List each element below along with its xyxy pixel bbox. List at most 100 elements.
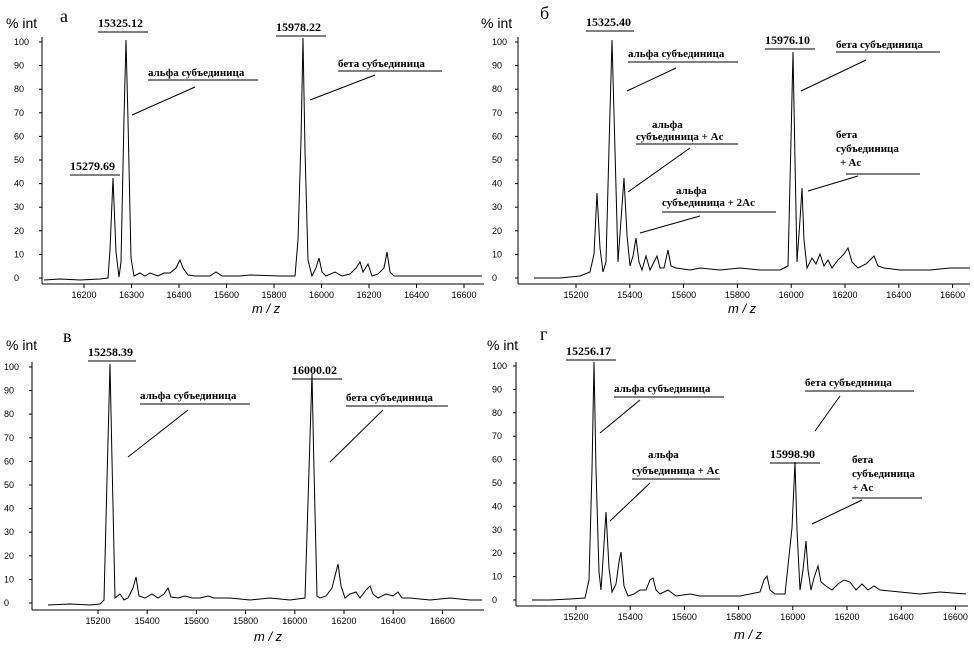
x-tick-label: 16200 [832,290,857,300]
panel-b-x-title: m / z [728,301,757,316]
panel-a-y-unit: % int [6,15,37,31]
panel-a-x-title: m / z [252,301,281,316]
x-tick-label: 16400 [886,290,911,300]
y-tick-label: 50 [4,480,14,490]
peak-label: 15279.69 [70,159,115,173]
y-tick-label: 10 [492,572,502,582]
panel-v-y-unit: % int [6,337,37,353]
panel-b-y-ticks: 0 10 20 30 40 50 60 70 80 90 100 [492,37,518,283]
y-tick-label: 60 [492,131,502,141]
x-tick-label: 15400 [618,612,643,622]
y-tick-label: 50 [492,478,502,488]
y-tick-label: 30 [492,525,502,535]
panel-a-letter: а [60,6,68,26]
panel-b-alpha-2ac-annotation: альфа субъединица + 2Ac [639,185,776,234]
panel-a-peak-15279-69: 15279.69 [70,159,120,176]
annotation-text: + Ac [852,482,873,494]
x-tick-label: 16300 [119,290,144,300]
panel-g-beta-annotation: бета субъединица [805,377,914,432]
x-tick-label: 15200 [563,290,588,300]
annotation-text: субъединица + Ac [636,131,724,143]
panel-b: % int б 0 10 20 30 40 50 60 70 80 90 100 15200 1540… [481,3,970,316]
annotation-text: + Ac [840,157,861,169]
annotation-text: бета субъединица [836,39,923,51]
panel-a-spectrum-line [43,37,482,281]
x-tick-label: 16000 [779,290,804,300]
y-tick-label: 50 [14,155,24,165]
panel-b-peak-15325-40: 15325.40 [586,15,634,32]
y-tick-label: 30 [492,202,502,212]
x-tick-label: 15400 [135,616,160,626]
annotation-text: субъединица [852,468,915,480]
y-tick-label: 60 [14,131,24,141]
panel-v-peak-16000-02: 16000.02 [292,363,342,380]
panel-v-spectrum-line [47,363,482,606]
panel-g-x-title: m / z [734,627,763,642]
annotation-pointer [609,482,651,522]
panel-v-beta-annotation: бета субъединица [329,392,448,463]
panel-v-letter: в [63,326,72,346]
panel-b-peak-15976-10: 15976.10 [765,33,815,50]
y-tick-label: 30 [4,527,14,537]
peak-label: 15978.22 [276,20,321,34]
x-tick-label: 16200 [356,290,381,300]
panel-a-beta-annotation: бета субъединица [309,58,442,101]
y-tick-label: 20 [4,551,14,561]
annotation-text: альфа [676,185,707,197]
y-tick-label: 0 [492,595,497,605]
y-tick-label: 50 [492,155,502,165]
panel-g-y-unit: % int [487,337,518,353]
y-tick-label: 0 [492,273,497,283]
x-tick-label: 16400 [889,612,914,622]
panel-v-peak-15258-39: 15258.39 [88,345,136,362]
annotation-pointer [811,499,863,525]
x-tick-label: 15800 [233,616,258,626]
annotation-text: альфа субъединица [148,67,245,79]
x-tick-label: 15800 [261,290,286,300]
peak-label: 15976.10 [765,33,810,47]
panel-b-beta-annotation: бета субъединица [800,39,940,92]
x-tick-label: 16000 [282,616,307,626]
y-tick-label: 10 [14,249,24,259]
y-tick-label: 40 [4,504,14,514]
x-tick-label: 16400 [404,290,429,300]
peak-label: 15325.40 [586,15,631,29]
y-tick-label: 70 [4,433,14,443]
panel-v-x-ticks: 15200 15400 15600 15800 16000 16200 16400 16600 [85,610,455,626]
x-tick-label: 16000 [309,290,334,300]
x-tick-label: 16600 [943,612,968,622]
x-tick-label: 15200 [563,612,588,622]
panel-g-alpha-ac-annotation: альфа субъединица + Ac [609,449,720,522]
peak-label: 15998.90 [770,447,815,461]
y-tick-label: 90 [4,386,14,396]
annotation-text: субъединица + Ac [632,465,720,477]
x-tick-label: 15800 [725,290,750,300]
annotation-text: бета [852,454,874,466]
annotation-pointer [599,399,641,434]
panel-v-alpha-annotation: альфа субъединица [127,390,250,458]
x-tick-label: 16000 [780,612,805,622]
annotation-pointer [626,67,677,92]
y-tick-label: 80 [4,409,14,419]
panel-g-letter: г [540,324,547,344]
x-tick-label: 15600 [671,290,696,300]
x-tick-label: 16600 [451,290,476,300]
y-tick-label: 60 [4,456,14,466]
annotation-pointer [131,86,196,116]
y-tick-label: 0 [4,598,9,608]
panel-b-y-unit: % int [481,15,512,31]
annotation-pointer [309,74,376,101]
y-tick-label: 20 [492,226,502,236]
y-tick-label: 40 [14,179,24,189]
panel-b-spectrum-line [534,39,970,279]
panel-a: % int а 0 10 20 30 40 50 60 70 80 90 100 16200 1630… [6,6,484,316]
panel-a-peak-15978-22: 15978.22 [276,20,326,37]
panel-a-alpha-annotation: альфа субъединица [131,67,258,116]
annotation-pointer [627,147,691,193]
y-tick-label: 80 [14,84,24,94]
y-tick-label: 10 [492,249,502,259]
annotation-text: бета субъединица [805,377,892,389]
x-tick-label: 15600 [214,290,239,300]
y-tick-label: 40 [492,179,502,189]
